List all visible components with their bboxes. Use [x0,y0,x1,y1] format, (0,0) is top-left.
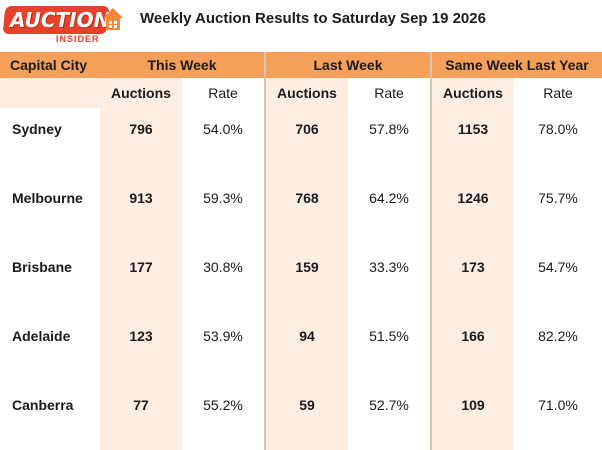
table-cell: 54.0% [203,121,243,137]
table-cell: 57.8% [369,121,409,137]
table-cell: 173 [461,259,485,275]
city-label: Brisbane [12,259,72,275]
table-cell: 796 [129,121,153,137]
auctions-column-shade [100,78,182,450]
auction-results-table: Capital City This Week Last Week Same Week … [0,52,602,450]
sub-header: Rate [374,85,404,101]
house-icon [103,8,123,30]
table-cell: 177 [129,259,153,275]
table-cell: 77 [133,397,149,413]
city-label: Canberra [12,397,74,413]
logo-subtitle: INSIDER [56,34,100,44]
group-header: This Week [100,52,264,78]
table-cell: 59.3% [203,190,243,206]
table-cell: 51.5% [369,328,409,344]
corner-shade [0,78,100,108]
table-cell: 1153 [457,121,489,137]
group-header: Capital City [0,52,100,78]
table-cell: 94 [299,328,315,344]
group-separator [264,52,266,450]
table-cell: 54.7% [538,259,578,275]
table-cell: 768 [295,190,319,206]
table-cell: 71.0% [538,397,578,413]
table-cell: 1246 [457,190,489,206]
table-cell: 52.7% [369,397,409,413]
table-cell: 123 [129,328,153,344]
sub-header: Rate [543,85,573,101]
table-cell: 109 [461,397,485,413]
city-label: Adelaide [12,328,71,344]
table-cell: 55.2% [203,397,243,413]
table-cell: 78.0% [538,121,578,137]
table-cell: 64.2% [369,190,409,206]
auction-insider-logo: AUCTION INSIDER [2,4,124,46]
sub-header: Rate [208,85,238,101]
group-header: Last Week [266,52,430,78]
table-cell: 159 [295,259,319,275]
city-label: Sydney [12,121,62,137]
city-label: Melbourne [12,190,83,206]
group-separator [430,52,432,450]
table-cell: 75.7% [538,190,578,206]
table-cell: 59 [299,397,315,413]
sub-header: Auctions [277,85,337,101]
sub-header: Auctions [111,85,171,101]
table-cell: 706 [295,121,319,137]
table-cell: 53.9% [203,328,243,344]
table-cell: 30.8% [203,259,243,275]
group-header: Same Week Last Year [432,52,602,78]
logo-word: AUCTION [10,8,111,32]
table-cell: 82.2% [538,328,578,344]
table-cell: 166 [461,328,485,344]
auctions-column-shade [432,78,514,450]
table-cell: 913 [129,190,153,206]
sub-header: Auctions [443,85,503,101]
page-title: Weekly Auction Results to Saturday Sep 1… [140,10,486,27]
auctions-column-shade [266,78,348,450]
table-cell: 33.3% [369,259,409,275]
